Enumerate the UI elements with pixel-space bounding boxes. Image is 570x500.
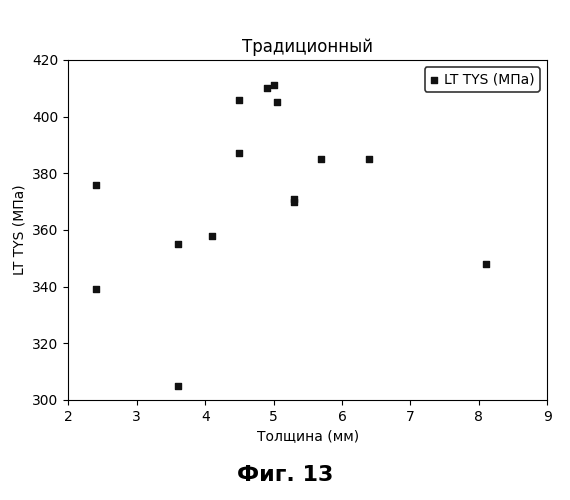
Title: Традиционный: Традиционный [242,38,373,56]
LT TYS (МПа) [290,198,299,205]
LT TYS (МПа) [365,155,374,163]
LT TYS (МПа) [173,382,182,390]
LT TYS (МПа) [91,286,100,294]
LT TYS (МПа) [262,84,271,92]
LT TYS (МПа) [269,82,278,90]
LT TYS (МПа) [290,195,299,203]
X-axis label: Толщина (мм): Толщина (мм) [256,430,359,444]
LT TYS (МПа) [173,240,182,248]
Text: Фиг. 13: Фиг. 13 [237,465,333,485]
LT TYS (МПа) [317,155,326,163]
LT TYS (МПа) [207,232,217,239]
Y-axis label: LT TYS (МПа): LT TYS (МПа) [13,184,27,276]
Legend: LT TYS (МПа): LT TYS (МПа) [425,67,540,92]
LT TYS (МПа) [91,180,100,188]
LT TYS (МПа) [235,96,244,104]
LT TYS (МПа) [272,98,282,106]
LT TYS (МПа) [481,260,490,268]
LT TYS (МПа) [235,150,244,158]
